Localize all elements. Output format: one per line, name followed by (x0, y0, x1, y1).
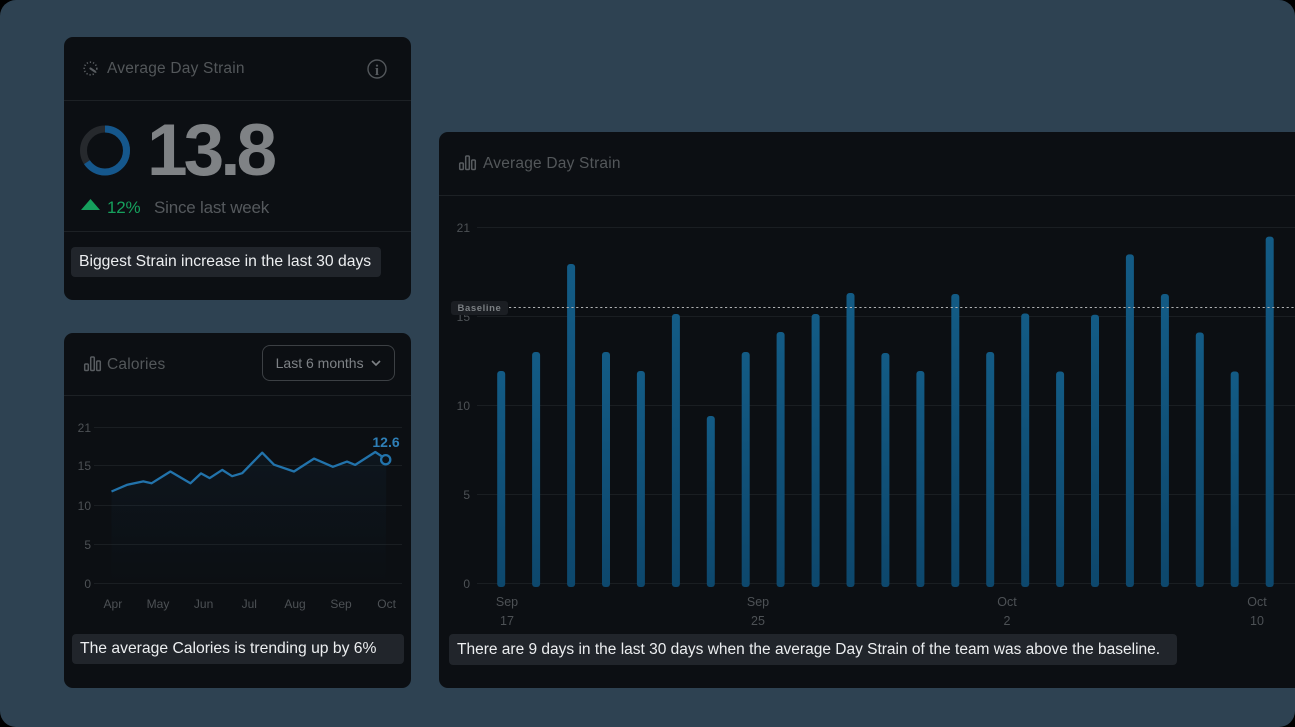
svg-text:i: i (375, 63, 379, 79)
svg-text:Apr: Apr (104, 597, 123, 611)
svg-text:0: 0 (463, 577, 470, 591)
svg-text:Oct: Oct (377, 597, 396, 611)
svg-text:5: 5 (84, 538, 91, 552)
svg-text:21: 21 (78, 421, 92, 435)
svg-text:17: 17 (500, 614, 514, 628)
svg-text:2: 2 (1004, 614, 1011, 628)
svg-text:Jun: Jun (194, 597, 213, 611)
svg-text:21: 21 (457, 221, 471, 235)
svg-text:Sep: Sep (496, 595, 518, 609)
svg-text:Jul: Jul (242, 597, 257, 611)
svg-text:5: 5 (463, 488, 470, 502)
svg-text:Baseline: Baseline (458, 303, 502, 314)
svg-text:Oct: Oct (997, 595, 1017, 609)
svg-text:10: 10 (457, 399, 471, 413)
svg-text:Aug: Aug (284, 597, 305, 611)
svg-text:Sep: Sep (330, 597, 352, 611)
svg-text:0: 0 (84, 577, 91, 591)
svg-text:Sep: Sep (747, 595, 769, 609)
svg-text:10: 10 (78, 499, 92, 513)
svg-text:25: 25 (751, 614, 765, 628)
svg-text:10: 10 (1250, 614, 1264, 628)
svg-text:Oct: Oct (1247, 595, 1267, 609)
svg-text:May: May (147, 597, 170, 611)
svg-text:12.6: 12.6 (372, 434, 399, 450)
svg-text:15: 15 (78, 459, 92, 473)
